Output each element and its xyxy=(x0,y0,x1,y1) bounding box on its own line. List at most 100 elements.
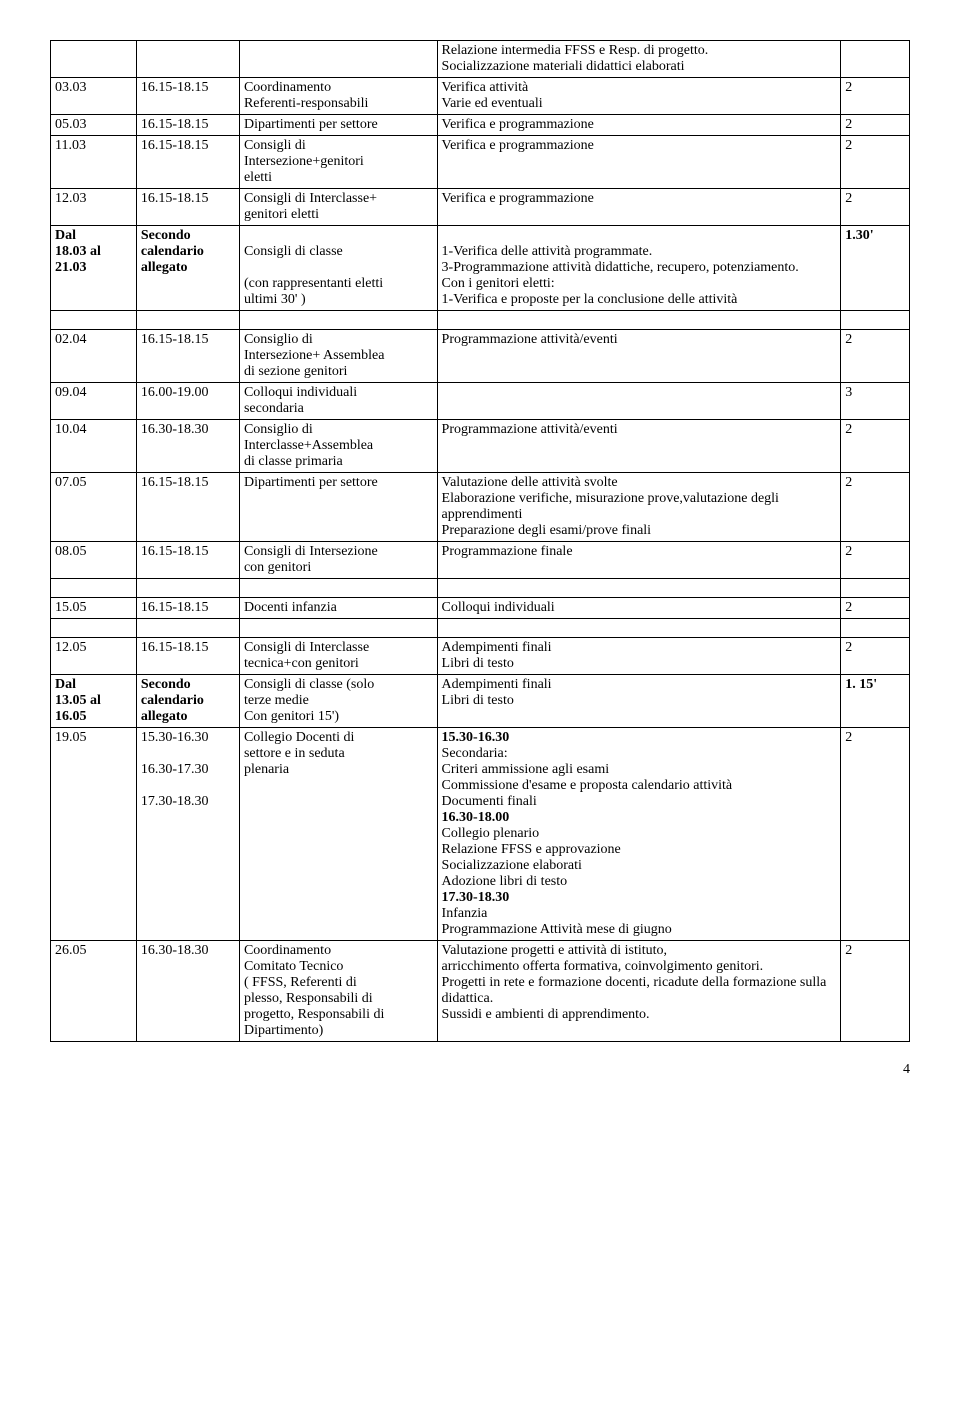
time-cell: 16.15-18.15 xyxy=(136,115,239,136)
spacer-cell xyxy=(51,579,137,598)
hours-cell: 2 xyxy=(841,420,910,473)
table-row: Relazione intermedia FFSS e Resp. di pro… xyxy=(51,41,910,78)
description-cell: Verifica attivitàVarie ed eventuali xyxy=(437,78,841,115)
activity-cell: Consigli di classe(con rappresentanti el… xyxy=(239,226,437,311)
table-row: 12.0516.15-18.15Consigli di Interclasset… xyxy=(51,638,910,675)
date-cell: 05.03 xyxy=(51,115,137,136)
table-row: 05.0316.15-18.15Dipartimenti per settore… xyxy=(51,115,910,136)
description-cell: Programmazione attività/eventi xyxy=(437,330,841,383)
date-cell: 10.04 xyxy=(51,420,137,473)
time-cell: Secondocalendarioallegato xyxy=(136,226,239,311)
table-row: 02.0416.15-18.15Consiglio diIntersezione… xyxy=(51,330,910,383)
activity-cell: Consigli di Interclassetecnica+con genit… xyxy=(239,638,437,675)
description-cell: Programmazione finale xyxy=(437,542,841,579)
date-cell xyxy=(51,41,137,78)
hours-cell: 2 xyxy=(841,115,910,136)
description-cell: Adempimenti finaliLibri di testo xyxy=(437,638,841,675)
description-cell: Valutazione progetti e attività di istit… xyxy=(437,941,841,1042)
description-cell: Colloqui individuali xyxy=(437,598,841,619)
table-row: 26.0516.30-18.30CoordinamentoComitato Te… xyxy=(51,941,910,1042)
hours-cell: 2 xyxy=(841,728,910,941)
date-cell: Dal18.03 al21.03 xyxy=(51,226,137,311)
activity-cell: Consigli di Intersezionecon genitori xyxy=(239,542,437,579)
date-cell: 02.04 xyxy=(51,330,137,383)
date-cell: 11.03 xyxy=(51,136,137,189)
time-cell: Secondocalendarioallegato xyxy=(136,675,239,728)
hours-cell: 2 xyxy=(841,330,910,383)
description-cell: Verifica e programmazione xyxy=(437,136,841,189)
time-cell: 16.15-18.15 xyxy=(136,638,239,675)
description-cell xyxy=(437,383,841,420)
time-cell: 16.30-18.30 xyxy=(136,941,239,1042)
spacer-cell xyxy=(437,619,841,638)
date-cell: 09.04 xyxy=(51,383,137,420)
date-cell: 19.05 xyxy=(51,728,137,941)
time-cell: 16.15-18.15 xyxy=(136,598,239,619)
activity-cell: CoordinamentoReferenti-responsabili xyxy=(239,78,437,115)
date-cell: 12.05 xyxy=(51,638,137,675)
description-cell: 15.30-16.30Secondaria:Criteri ammissione… xyxy=(437,728,841,941)
activity-cell: Colloqui individualisecondaria xyxy=(239,383,437,420)
activity-cell: Consigli di Interclasse+genitori eletti xyxy=(239,189,437,226)
spacer-cell xyxy=(841,311,910,330)
spacer-cell xyxy=(437,579,841,598)
table-row: 15.0516.15-18.15Docenti infanziaColloqui… xyxy=(51,598,910,619)
table-row xyxy=(51,311,910,330)
description-cell: Relazione intermedia FFSS e Resp. di pro… xyxy=(437,41,841,78)
date-cell: 07.05 xyxy=(51,473,137,542)
table-row: 10.0416.30-18.30Consiglio diInterclasse+… xyxy=(51,420,910,473)
hours-cell: 2 xyxy=(841,189,910,226)
spacer-cell xyxy=(239,579,437,598)
hours-cell xyxy=(841,41,910,78)
time-cell: 15.30-16.3016.30-17.3017.30-18.30 xyxy=(136,728,239,941)
activity-cell: Docenti infanzia xyxy=(239,598,437,619)
spacer-cell xyxy=(239,311,437,330)
table-row xyxy=(51,619,910,638)
activity-cell: Dipartimenti per settore xyxy=(239,473,437,542)
description-cell: Verifica e programmazione xyxy=(437,115,841,136)
table-row: 07.0516.15-18.15Dipartimenti per settore… xyxy=(51,473,910,542)
hours-cell: 2 xyxy=(841,78,910,115)
page-number: 4 xyxy=(50,1062,910,1078)
activity-cell: Collegio Docenti disettore e in sedutapl… xyxy=(239,728,437,941)
activity-cell: Consiglio diInterclasse+Assembleadi clas… xyxy=(239,420,437,473)
time-cell: 16.15-18.15 xyxy=(136,473,239,542)
description-cell: Valutazione delle attività svolteElabora… xyxy=(437,473,841,542)
time-cell: 16.15-18.15 xyxy=(136,330,239,383)
date-cell: 12.03 xyxy=(51,189,137,226)
hours-cell: 1. 15' xyxy=(841,675,910,728)
hours-cell: 2 xyxy=(841,542,910,579)
activity-cell: Consiglio diIntersezione+ Assembleadi se… xyxy=(239,330,437,383)
activity-cell: Dipartimenti per settore xyxy=(239,115,437,136)
time-cell: 16.00-19.00 xyxy=(136,383,239,420)
spacer-cell xyxy=(239,619,437,638)
hours-cell: 2 xyxy=(841,598,910,619)
time-cell: 16.15-18.15 xyxy=(136,542,239,579)
hours-cell: 2 xyxy=(841,473,910,542)
spacer-cell xyxy=(51,311,137,330)
hours-cell: 2 xyxy=(841,638,910,675)
table-row: 08.0516.15-18.15Consigli di Intersezione… xyxy=(51,542,910,579)
spacer-cell xyxy=(136,311,239,330)
spacer-cell xyxy=(136,579,239,598)
spacer-cell xyxy=(841,619,910,638)
spacer-cell xyxy=(841,579,910,598)
hours-cell: 3 xyxy=(841,383,910,420)
table-row: 19.0515.30-16.3016.30-17.3017.30-18.30Co… xyxy=(51,728,910,941)
description-cell: Programmazione attività/eventi xyxy=(437,420,841,473)
hours-cell: 1.30' xyxy=(841,226,910,311)
activity-cell xyxy=(239,41,437,78)
date-cell: 15.05 xyxy=(51,598,137,619)
date-cell: 26.05 xyxy=(51,941,137,1042)
table-row: Dal13.05 al16.05Secondocalendarioallegat… xyxy=(51,675,910,728)
description-cell: Adempimenti finaliLibri di testo xyxy=(437,675,841,728)
time-cell xyxy=(136,41,239,78)
date-cell: 03.03 xyxy=(51,78,137,115)
table-row: Dal18.03 al21.03Secondocalendarioallegat… xyxy=(51,226,910,311)
spacer-cell xyxy=(51,619,137,638)
spacer-cell xyxy=(136,619,239,638)
time-cell: 16.30-18.30 xyxy=(136,420,239,473)
description-cell: Verifica e programmazione xyxy=(437,189,841,226)
activity-cell: Consigli diIntersezione+genitorieletti xyxy=(239,136,437,189)
description-cell: 1-Verifica delle attività programmate.3-… xyxy=(437,226,841,311)
